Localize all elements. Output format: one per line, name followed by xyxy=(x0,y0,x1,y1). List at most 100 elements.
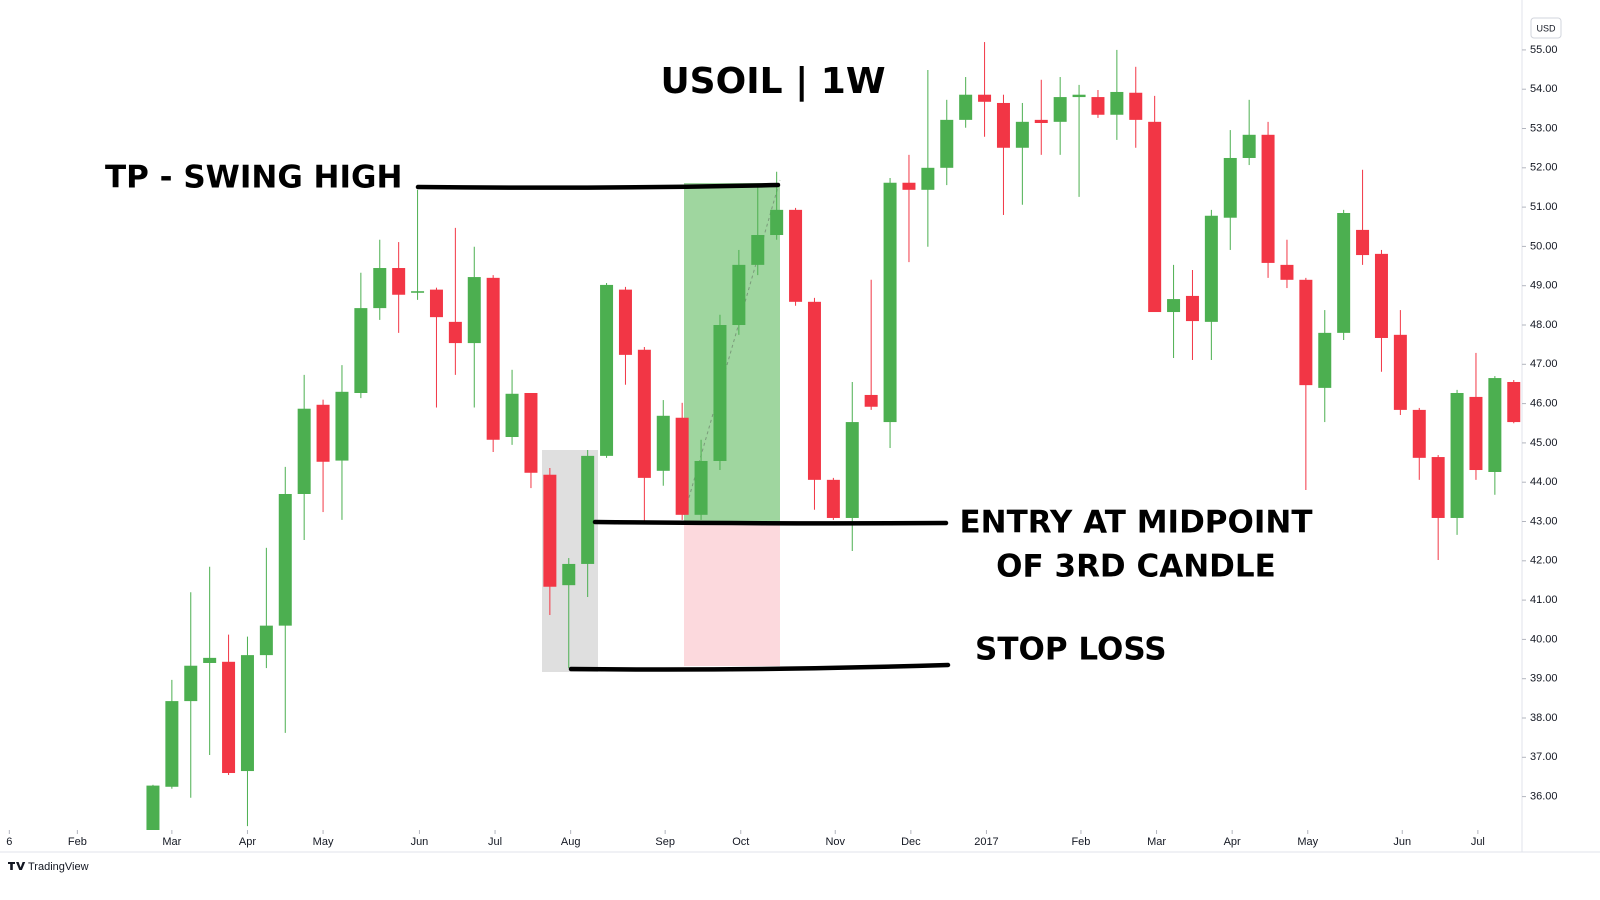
candle-body xyxy=(543,474,557,587)
candle-body xyxy=(297,408,311,494)
x-tick-label: Mar xyxy=(1147,836,1166,848)
entry-annotation: ENTRY AT MIDPOINT xyxy=(959,505,1312,541)
candle-body xyxy=(789,209,803,302)
candle-body xyxy=(373,268,387,309)
y-tick-label: 47.00 xyxy=(1530,358,1558,370)
candle-body xyxy=(316,404,330,462)
candle-body xyxy=(1469,396,1483,471)
candle-body xyxy=(1167,299,1181,313)
candle-body xyxy=(600,284,614,456)
candle-body xyxy=(354,308,368,393)
y-tick-label: 45.00 xyxy=(1530,437,1558,449)
candle-body xyxy=(1374,253,1388,338)
candle-body xyxy=(732,264,746,326)
x-tick-label: May xyxy=(313,836,334,848)
candle-body xyxy=(826,479,840,518)
candle-body xyxy=(656,415,670,471)
candle-body xyxy=(392,268,406,295)
candle-body xyxy=(1015,121,1029,148)
candle-body xyxy=(807,301,821,480)
y-tick-label: 42.00 xyxy=(1530,555,1558,567)
candle-body xyxy=(1393,334,1407,410)
candle-body xyxy=(1242,134,1256,158)
candle-body xyxy=(411,291,425,293)
candle-body xyxy=(184,665,198,702)
candle-body xyxy=(1053,97,1067,122)
entry-line xyxy=(592,519,949,526)
candle-body xyxy=(467,277,481,344)
candle-body xyxy=(505,393,519,438)
brand-name: TradingView xyxy=(28,861,89,873)
candle-body xyxy=(845,422,859,518)
candle-body xyxy=(770,209,784,236)
candle-body xyxy=(1318,332,1332,388)
y-tick-label: 46.00 xyxy=(1530,398,1558,410)
y-tick-label: 41.00 xyxy=(1530,594,1558,606)
candle-body xyxy=(618,289,632,355)
candle-body xyxy=(694,460,708,515)
candle-body xyxy=(581,455,595,564)
x-tick-label: 6 xyxy=(6,836,12,848)
candle-body xyxy=(1280,264,1294,280)
candle-body xyxy=(902,182,916,190)
candle-body xyxy=(978,94,992,102)
currency-badge[interactable] xyxy=(1530,17,1562,39)
x-tick-label: Jun xyxy=(411,836,429,848)
candle-body xyxy=(1072,94,1086,98)
candle-body xyxy=(921,167,935,190)
stop-line xyxy=(568,662,951,672)
entry-annotation: OF 3RD CANDLE xyxy=(996,549,1276,585)
candle-body xyxy=(1110,91,1124,115)
y-tick-label: 36.00 xyxy=(1530,791,1558,803)
candle-body xyxy=(713,325,727,461)
y-tick-label: 44.00 xyxy=(1530,476,1558,488)
candle-body xyxy=(1261,134,1275,263)
candle-body xyxy=(1204,215,1218,322)
x-tick-label: Nov xyxy=(825,836,845,848)
x-tick-label: Jul xyxy=(1471,836,1485,848)
x-tick-label: Oct xyxy=(732,836,749,848)
candle-body xyxy=(1488,378,1502,472)
loss-zone xyxy=(684,522,780,666)
candle-body xyxy=(1412,409,1426,458)
x-tick-label: 2017 xyxy=(974,836,998,848)
candle-body xyxy=(1450,392,1464,518)
candle-body xyxy=(429,289,443,318)
y-tick-label: 40.00 xyxy=(1530,633,1558,645)
y-tick-label: 49.00 xyxy=(1530,280,1558,292)
tp-annotation: TP - SWING HIGH xyxy=(105,160,402,196)
candle-body xyxy=(864,394,878,407)
candle-body xyxy=(203,657,217,663)
candle-body xyxy=(1356,229,1370,256)
candles xyxy=(146,42,1521,830)
y-tick-label: 53.00 xyxy=(1530,122,1558,134)
candle-body xyxy=(562,563,576,586)
y-tick-label: 51.00 xyxy=(1530,201,1558,213)
brand-logo: TradingView xyxy=(8,861,89,873)
x-tick-label: Jun xyxy=(1393,836,1411,848)
x-tick-label: Apr xyxy=(239,836,256,848)
candle-body xyxy=(959,94,973,120)
candle-body xyxy=(1223,157,1237,218)
y-tick-label: 50.00 xyxy=(1530,240,1558,252)
candle-body xyxy=(524,392,538,473)
candle-body xyxy=(751,235,765,265)
x-tick-label: Dec xyxy=(901,836,921,848)
candle-body xyxy=(259,625,273,656)
candle-body xyxy=(486,277,500,440)
y-tick-label: 37.00 xyxy=(1530,751,1558,763)
y-tick-label: 39.00 xyxy=(1530,673,1558,685)
chart-title: USOIL | 1W xyxy=(660,61,885,102)
currency-label: USD xyxy=(1536,23,1556,33)
candle-body xyxy=(996,102,1010,148)
candle-body xyxy=(1507,381,1521,423)
candle-body xyxy=(1185,295,1199,322)
x-tick-label: Jul xyxy=(488,836,502,848)
y-tick-label: 48.00 xyxy=(1530,319,1558,331)
candle-body xyxy=(1148,121,1162,313)
candle-body xyxy=(1337,213,1351,333)
x-tick-label: Mar xyxy=(162,836,181,848)
x-tick-label: Feb xyxy=(68,836,87,848)
